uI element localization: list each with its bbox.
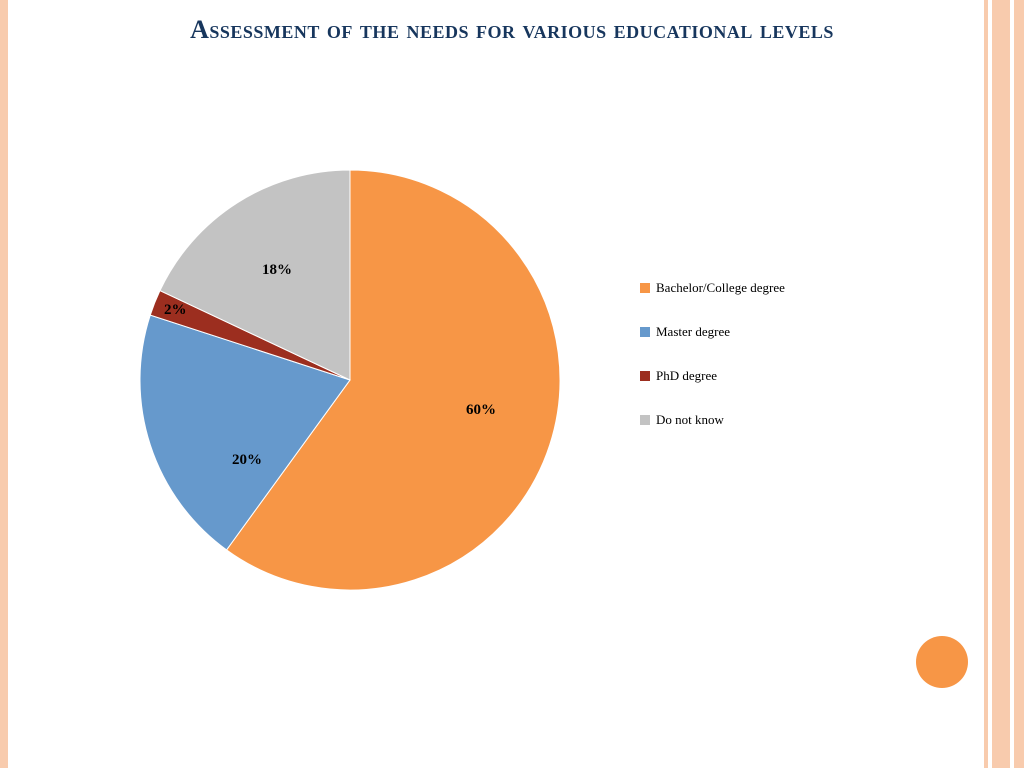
legend-swatch-icon: [640, 371, 650, 381]
legend-label: Master degree: [656, 324, 730, 340]
pie-chart: 60% 20% 2% 18%: [140, 170, 560, 590]
pie-data-label: 18%: [262, 262, 292, 279]
frame-border-right-mid: [992, 0, 1010, 768]
legend-label: PhD degree: [656, 368, 717, 384]
pie-data-label: 2%: [164, 302, 187, 319]
legend-swatch-icon: [640, 415, 650, 425]
legend: Bachelor/College degree Master degree PhD …: [640, 280, 785, 456]
legend-swatch-icon: [640, 327, 650, 337]
legend-label: Bachelor/College degree: [656, 280, 785, 296]
frame-border-right-inner: [984, 0, 988, 768]
legend-item: Master degree: [640, 324, 785, 340]
decorative-circle-icon: [916, 636, 968, 688]
legend-item: PhD degree: [640, 368, 785, 384]
legend-item: Bachelor/College degree: [640, 280, 785, 296]
frame-border-right-outer: [1014, 0, 1024, 768]
legend-item: Do not know: [640, 412, 785, 428]
legend-swatch-icon: [640, 283, 650, 293]
slide: Assessment of the needs for various educ…: [0, 0, 1024, 768]
pie-data-label: 60%: [466, 402, 496, 419]
pie-data-label: 20%: [232, 452, 262, 469]
pie-svg: [140, 170, 560, 590]
frame-border-left: [0, 0, 8, 768]
legend-label: Do not know: [656, 412, 724, 428]
slide-title: Assessment of the needs for various educ…: [60, 14, 964, 47]
